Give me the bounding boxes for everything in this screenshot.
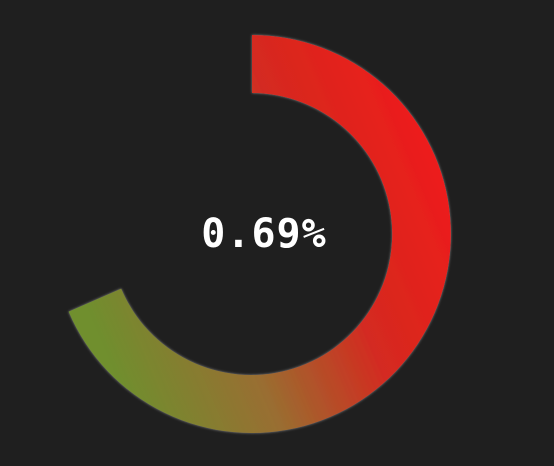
percentage-value: 0.69% — [201, 211, 327, 257]
progress-arc — [68, 35, 451, 433]
